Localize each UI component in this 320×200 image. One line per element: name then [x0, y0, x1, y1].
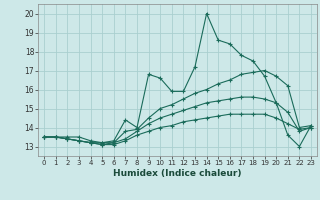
X-axis label: Humidex (Indice chaleur): Humidex (Indice chaleur) — [113, 169, 242, 178]
